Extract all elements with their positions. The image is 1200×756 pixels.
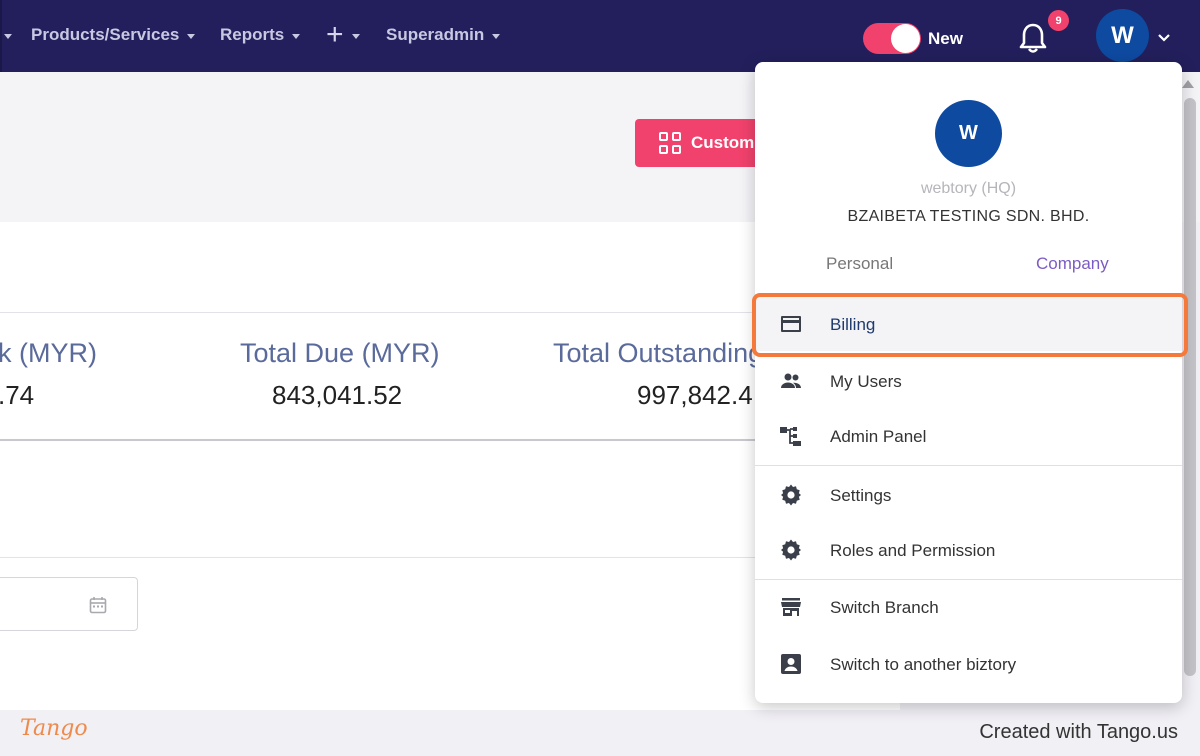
gear-icon [779, 483, 803, 507]
stat-label: k (MYR) [0, 338, 97, 368]
menu-item-switch-biztory[interactable]: Switch to another biztory [755, 637, 1182, 691]
menu-item-label: Roles and Permission [830, 541, 996, 560]
dropdown-avatar: W [935, 100, 1002, 167]
menu-item-label: Switch to another biztory [830, 655, 1017, 674]
tango-logo: Tango [20, 716, 88, 741]
top-navbar [0, 0, 1200, 72]
menu-item-label: Admin Panel [830, 427, 927, 446]
menu-divider [755, 579, 1182, 580]
scroll-up-arrow-icon[interactable] [1182, 80, 1194, 88]
notification-badge: 9 [1048, 10, 1069, 31]
nav-label: Reports [220, 25, 285, 44]
notification-bell-icon[interactable] [1018, 22, 1048, 54]
tab-company[interactable]: Company [1036, 254, 1109, 273]
new-ui-toggle[interactable] [863, 23, 921, 54]
admin-panel-icon [779, 424, 803, 448]
credit-card-icon [779, 312, 803, 336]
dashboard-grid-icon [659, 132, 681, 154]
filter-section [0, 467, 900, 710]
nav-prev-caret[interactable] [4, 24, 12, 46]
chevron-down-icon [492, 33, 501, 39]
nav-quick-add[interactable]: + [326, 18, 360, 51]
menu-item-label: Billing [830, 315, 876, 334]
users-icon [779, 369, 803, 393]
stat-value: 843,041.52 [272, 380, 403, 410]
nav-superadmin[interactable]: Superadmin [386, 24, 501, 46]
gear-icon [779, 538, 803, 562]
menu-item-switch-branch[interactable]: Switch Branch [755, 580, 1182, 634]
menu-item-settings[interactable]: Settings [755, 468, 1182, 522]
company-name: BZAIBETA TESTING SDN. BHD. [847, 208, 1090, 225]
profile-dropdown-menu: W webtory (HQ) BZAIBETA TESTING SDN. BHD… [755, 62, 1182, 703]
menu-item-label: Switch Branch [830, 598, 939, 617]
toggle-knob [891, 24, 920, 53]
nav-products-services[interactable]: Products/Services [31, 24, 196, 46]
customize-button-label: Custom [691, 133, 755, 152]
menu-divider [755, 465, 1182, 466]
nav-reports[interactable]: Reports [220, 24, 301, 46]
tab-personal[interactable]: Personal [826, 254, 894, 273]
menu-item-billing[interactable]: Billing [755, 297, 1182, 351]
chevron-down-icon [4, 33, 12, 39]
customize-button[interactable]: Custom [635, 119, 770, 167]
menu-item-label: My Users [830, 372, 902, 391]
stat-value: .74 [0, 380, 35, 410]
user-avatar[interactable]: W [1096, 9, 1149, 62]
menu-item-label: Settings [830, 486, 892, 505]
calendar-icon [89, 596, 107, 614]
chevron-down-icon [351, 33, 360, 39]
stat-value: 997,842.4 [637, 380, 753, 410]
date-input[interactable] [0, 577, 138, 631]
menu-item-roles-permission[interactable]: Roles and Permission [755, 523, 1182, 577]
stat-label: Total Due (MYR) [240, 338, 440, 368]
footer [0, 710, 1200, 756]
scrollbar-thumb[interactable] [1184, 98, 1196, 676]
chevron-down-icon [292, 33, 301, 39]
store-icon [779, 595, 803, 619]
chevron-down-icon [187, 33, 196, 39]
toggle-label: New [928, 29, 963, 48]
nav-label: Superadmin [386, 25, 485, 44]
summary-card: k (MYR) .74 Total Due (MYR) 843,041.52 T… [0, 222, 900, 467]
frame-edge [0, 0, 2, 72]
divider [0, 439, 900, 441]
created-with-text: Created with Tango.us [979, 721, 1178, 743]
stat-label: Total Outstanding [553, 338, 764, 368]
divider [0, 312, 900, 313]
account-box-icon [779, 652, 803, 676]
menu-item-admin-panel[interactable]: Admin Panel [755, 409, 1182, 463]
chevron-down-icon[interactable] [1158, 30, 1170, 42]
nav-label: Products/Services [31, 25, 180, 44]
branch-name: webtory (HQ) [920, 180, 1017, 197]
divider [0, 557, 900, 558]
menu-divider [755, 294, 1182, 295]
menu-item-my-users[interactable]: My Users [755, 354, 1182, 408]
plus-icon: + [326, 18, 344, 51]
